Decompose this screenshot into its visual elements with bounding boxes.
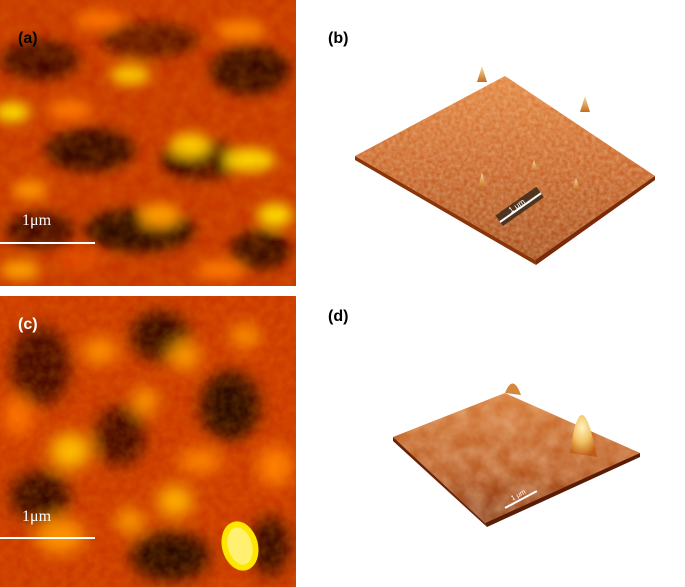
tall-peak: [570, 414, 597, 457]
scale-bar-label-c: 1μm: [22, 508, 52, 525]
panel-label-a: (a): [18, 30, 38, 47]
panel-label-c: (c): [18, 316, 38, 333]
afm-map-c-image: [0, 296, 296, 587]
afm-map-c: (c) 1μm: [0, 296, 296, 587]
afm-map-a-image: [0, 0, 296, 286]
panel-label-d: (d): [328, 308, 349, 325]
scale-bar-label-a: 1μm: [22, 212, 52, 229]
afm-surface-b: 1 μm: [355, 66, 655, 265]
panel-label-b: (b): [328, 30, 349, 47]
scale-bar-c: [0, 537, 95, 539]
scale-bar-a: [0, 242, 95, 244]
afm-surface-d: 1 μm: [393, 383, 640, 527]
afm-map-a: (a) 1μm: [0, 0, 296, 286]
